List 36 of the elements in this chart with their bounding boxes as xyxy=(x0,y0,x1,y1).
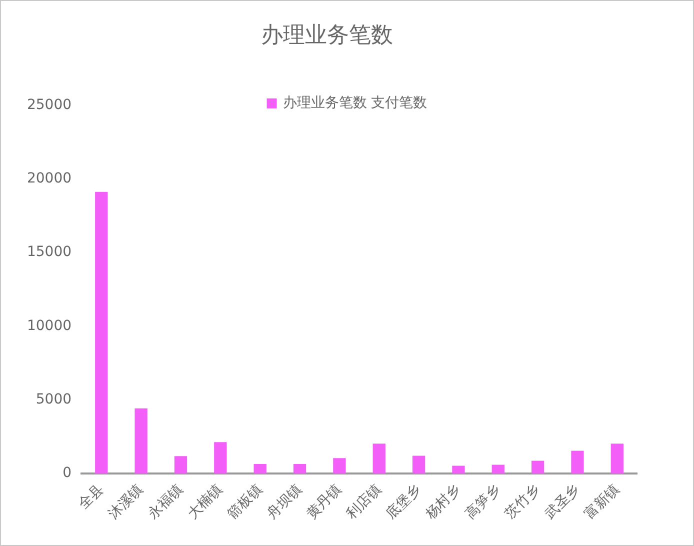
x-tick-label: 底堡乡 xyxy=(383,481,424,522)
x-tick-label: 高笋乡 xyxy=(462,481,504,522)
x-tick-label: 箭板镇 xyxy=(224,481,266,522)
x-tick-label: 茨竹乡 xyxy=(502,481,544,522)
bar xyxy=(531,460,544,474)
x-tick-label: 舟坝镇 xyxy=(264,481,306,522)
x-tick-label: 全县 xyxy=(76,481,107,513)
bar xyxy=(412,456,426,474)
bar xyxy=(571,450,584,474)
y-tick-label: 20000 xyxy=(26,170,72,187)
y-tick-label: 10000 xyxy=(26,318,72,334)
bar xyxy=(452,466,465,474)
bar xyxy=(95,192,108,474)
y-tick-label: 15000 xyxy=(26,244,72,260)
y-tick-label: 25000 xyxy=(26,97,72,114)
x-tick-label: 利店镇 xyxy=(343,481,385,522)
bar xyxy=(134,408,148,474)
bar xyxy=(214,442,227,474)
legend-label: 办理业务笔数 支付笔数 xyxy=(282,95,428,112)
y-tick-label: 0 xyxy=(62,465,72,482)
y-tick-label: 5000 xyxy=(36,391,72,408)
bar xyxy=(372,444,386,474)
chart-title: 办理业务笔数 xyxy=(261,22,393,48)
bar xyxy=(293,464,306,474)
x-tick-label: 永福镇 xyxy=(145,481,186,522)
x-tick-label: 武圣乡 xyxy=(542,481,583,522)
bar xyxy=(174,456,188,474)
bar xyxy=(610,444,624,474)
x-tick-label: 黄丹镇 xyxy=(304,481,345,522)
x-tick-label: 富新镇 xyxy=(582,481,623,522)
bar xyxy=(254,464,266,474)
x-tick-label: 杨村乡 xyxy=(422,481,464,524)
x-tick-label: 沐溪镇 xyxy=(105,481,146,522)
x-tick-label: 大楠镇 xyxy=(184,481,226,522)
bar xyxy=(333,458,346,474)
bar xyxy=(492,464,504,474)
